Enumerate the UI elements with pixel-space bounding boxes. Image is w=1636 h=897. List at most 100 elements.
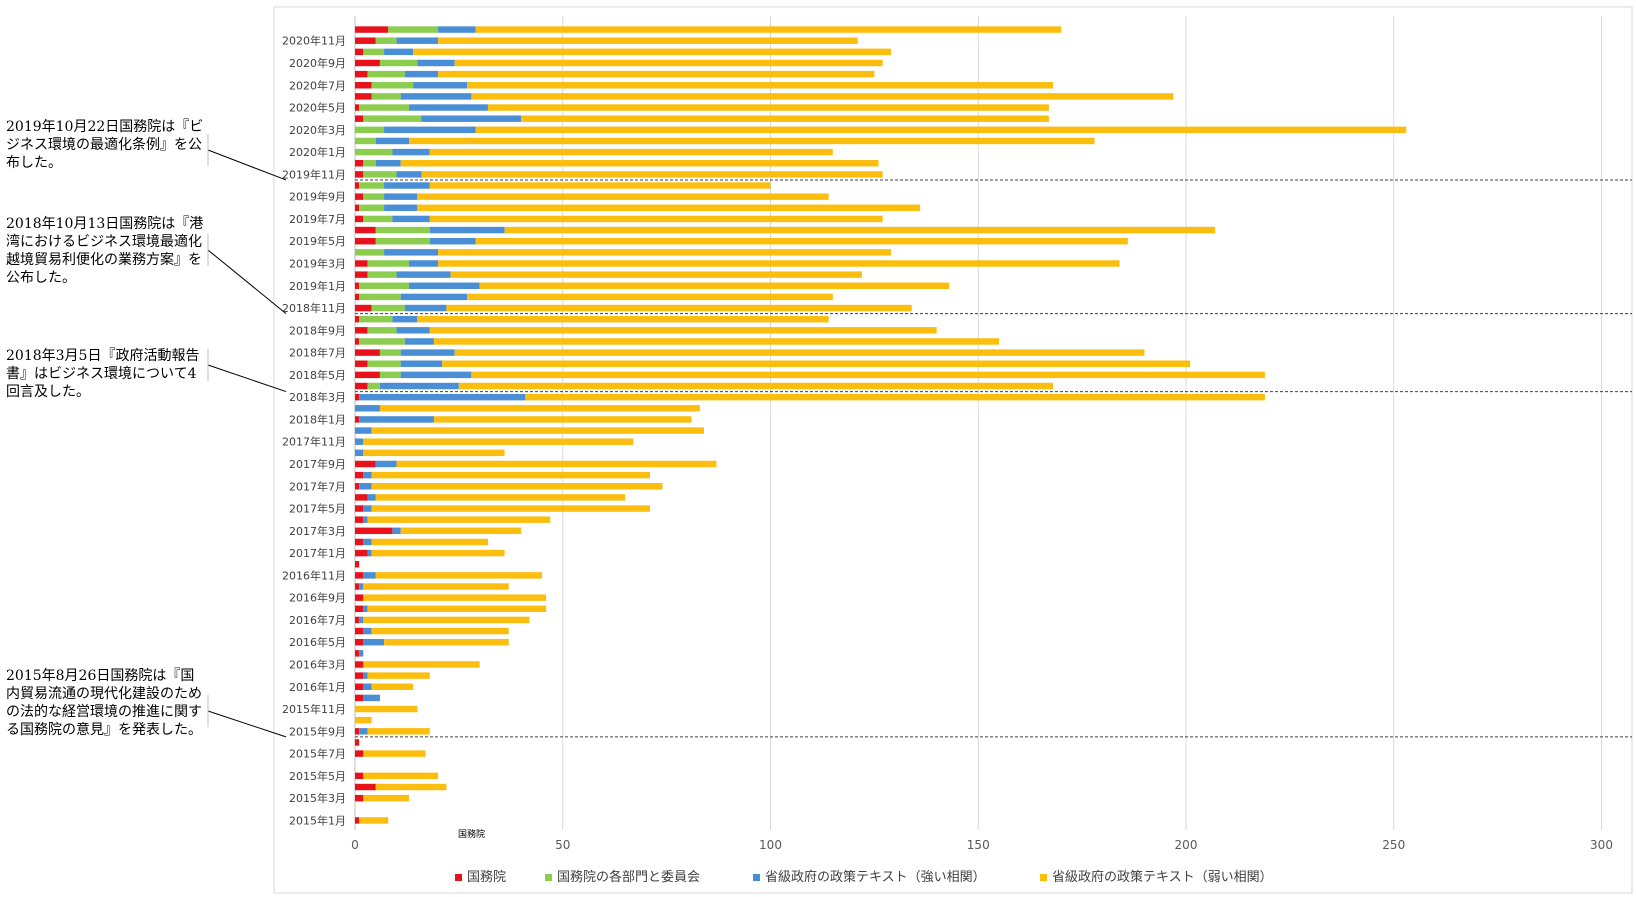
bar-segment: [375, 226, 430, 234]
x-tick-label: 300: [1590, 838, 1613, 852]
bar-segment: [363, 672, 368, 679]
bar-segment: [363, 505, 372, 512]
bar-segment: [363, 594, 547, 601]
bar-segment: [417, 204, 921, 212]
bar-segment: [355, 516, 364, 523]
bar-segment: [355, 594, 364, 601]
bar-segment: [450, 271, 862, 278]
category-label: 2020年7月: [289, 78, 346, 92]
category-label: 2017年9月: [289, 457, 346, 471]
bar-segment: [355, 627, 364, 635]
bar-segment: [355, 327, 368, 334]
bar-segment: [433, 416, 692, 423]
bar-segment: [384, 193, 418, 200]
legend-swatch: [455, 874, 462, 881]
category-label: 2016年3月: [289, 657, 346, 671]
bar-segment: [355, 193, 364, 200]
bar-segment: [355, 26, 389, 33]
legend-label: 国務院: [467, 870, 507, 885]
bar-segment: [359, 204, 385, 212]
bar-segment: [363, 48, 385, 56]
bar-segment: [371, 505, 651, 512]
bar-segment: [371, 93, 401, 100]
bar-segment: [409, 104, 488, 111]
category-label: 2020年1月: [289, 145, 346, 159]
bar-segment: [400, 293, 468, 301]
bar-segment: [363, 538, 372, 546]
bar-segment: [384, 204, 418, 212]
category-label: 2015年1月: [289, 813, 346, 827]
bar-segment: [388, 26, 439, 33]
bar-segment: [379, 349, 401, 356]
bar-segment: [371, 483, 663, 490]
bar-segment: [429, 327, 937, 334]
bar-segment: [413, 48, 891, 56]
bar-segment: [359, 483, 372, 490]
category-label: 2016年9月: [289, 591, 346, 605]
annotation-leader: [207, 710, 287, 738]
annotation-2015-08: 2015年8月26日国務院は『国内貿易流通の現代化建設のための法的な経営環境の推…: [6, 668, 202, 738]
category-label: 2019年7月: [289, 212, 346, 226]
category-label: 2020年3月: [289, 123, 346, 137]
bar-segment: [355, 315, 360, 323]
bar-segment: [396, 37, 439, 44]
category-label: 2017年1月: [289, 546, 346, 560]
bar-segment: [384, 249, 439, 256]
bar-segment: [355, 293, 360, 301]
bar-segment: [355, 70, 368, 78]
category-label: 2015年9月: [289, 724, 346, 738]
bar-segment: [371, 427, 705, 434]
bar-segment: [379, 382, 459, 390]
bar-segment: [355, 93, 372, 100]
category-label: 2018年11月: [282, 301, 346, 315]
bar-segment: [409, 260, 439, 267]
bar-segment: [355, 237, 376, 245]
bar-segment: [359, 650, 364, 657]
category-label: 2019年11月: [282, 167, 346, 181]
bar-segment: [471, 371, 1265, 379]
bar-segment: [355, 638, 364, 646]
bar-segment: [355, 382, 368, 390]
category-label: 2017年3月: [289, 524, 346, 538]
bar-segment: [371, 538, 488, 546]
bar-segment: [355, 494, 368, 501]
category-label: 2015年3月: [289, 791, 346, 805]
bar-segment: [355, 338, 360, 345]
bar-segment: [355, 750, 364, 757]
bar-segment: [363, 683, 372, 690]
bar-segment: [359, 583, 364, 590]
bar-segment: [371, 683, 414, 690]
bar-segment: [355, 393, 360, 401]
bar-segment: [367, 70, 405, 78]
bar-segment: [379, 405, 700, 412]
bar-segment: [400, 160, 879, 167]
bar-segment: [375, 37, 397, 44]
bar-segment: [429, 148, 833, 156]
bar-segment: [479, 282, 950, 289]
bar-segment: [355, 817, 360, 824]
bar-segment: [438, 260, 1120, 267]
bar-segment: [363, 438, 634, 445]
bar-segment: [355, 405, 380, 412]
bar-segment: [355, 37, 376, 44]
bar-segment: [458, 382, 1054, 390]
bar-segment: [367, 728, 430, 735]
bar-segment: [367, 327, 397, 334]
category-label: 2018年5月: [289, 368, 346, 382]
bar-segment: [359, 817, 389, 824]
bar-segment: [355, 48, 364, 56]
category-label: 2018年7月: [289, 346, 346, 360]
bar-segment: [392, 527, 401, 535]
bar-segment: [375, 237, 430, 245]
bar-segment: [379, 59, 418, 67]
bar-segment: [396, 271, 451, 278]
axis-note: 国務院: [458, 828, 485, 840]
bar-segment: [355, 650, 360, 657]
bar-segment: [384, 182, 430, 189]
bar-segment: [355, 171, 364, 178]
bar-segment: [355, 505, 364, 512]
bar-segment: [363, 794, 410, 802]
bar-segment: [363, 605, 368, 613]
bar-segment: [404, 70, 439, 78]
bar-segment: [375, 494, 626, 501]
